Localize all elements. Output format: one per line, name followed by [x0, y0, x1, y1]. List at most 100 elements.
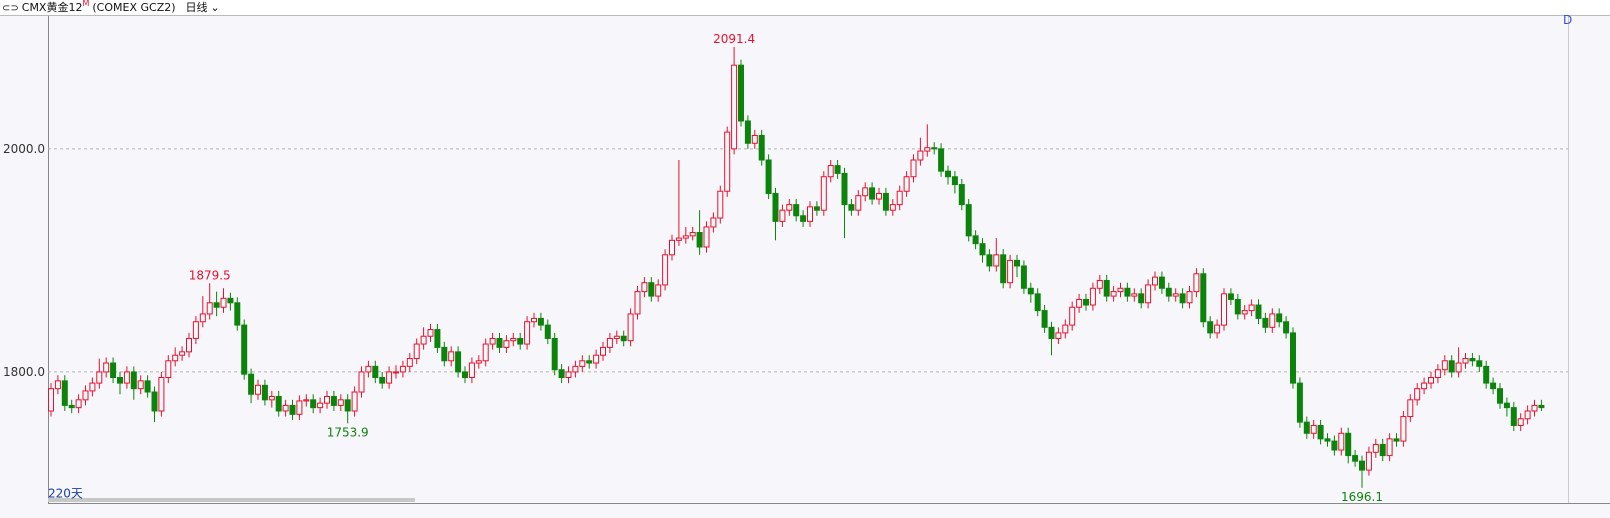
candle-body [1124, 287, 1131, 297]
candle-body [1186, 291, 1193, 304]
candle-body [682, 235, 689, 239]
candle-body [793, 204, 800, 217]
candle-body [420, 335, 427, 345]
period[interactable]: 日线 [185, 1, 208, 14]
candle-body [1076, 298, 1083, 308]
candle-body [1448, 360, 1455, 373]
candle-body [434, 329, 441, 348]
y-tick-label: 1800.0 [3, 365, 45, 379]
candle-body [199, 313, 206, 323]
candle-body [379, 377, 386, 384]
candle-body [958, 184, 965, 206]
candle-body [1248, 304, 1255, 312]
candle-body [89, 382, 96, 392]
candle-body [1083, 298, 1089, 306]
candle-body [1400, 416, 1407, 442]
chevron[interactable]: ⌄ [210, 1, 220, 14]
candle-body [738, 64, 744, 122]
candle-body [1110, 291, 1117, 297]
candle-body [669, 239, 675, 256]
candle-body [1165, 287, 1172, 297]
candle-body [910, 159, 917, 178]
candle-body [1014, 259, 1020, 267]
candle-body [241, 324, 248, 375]
candle-body [1434, 369, 1441, 379]
candle-body [1503, 402, 1510, 409]
code: (COMEX GCZ2) [92, 1, 176, 14]
candle-body [468, 362, 475, 379]
candle-body [896, 190, 903, 206]
candle-body [1062, 324, 1069, 334]
candle-body [841, 172, 848, 206]
span-label: 220天 [48, 487, 83, 501]
candle-body [813, 206, 820, 211]
candle-body [489, 337, 496, 345]
candle-body [869, 187, 876, 200]
candle-body [572, 365, 579, 373]
candle-body [717, 190, 724, 219]
candle-body [103, 362, 110, 373]
candle-body [744, 120, 751, 144]
candle-body [54, 380, 61, 390]
candle-body [855, 195, 862, 211]
candle-body [317, 402, 324, 409]
candle-body [406, 358, 413, 367]
candle-body [1345, 432, 1352, 457]
candle-body [1455, 362, 1462, 373]
candle-body [1317, 424, 1324, 440]
candle-body [1103, 279, 1110, 297]
candle-body [544, 324, 551, 339]
candle-body [1214, 324, 1221, 334]
candle-body [234, 302, 241, 326]
candle-body [1296, 382, 1303, 423]
candle-body [186, 337, 192, 353]
link-icon[interactable]: ⊂⊃ [2, 3, 19, 14]
candle-body [1324, 438, 1331, 442]
candle-body [399, 365, 406, 373]
candle-body [655, 284, 662, 297]
candle-body [296, 400, 303, 415]
candle-body [206, 302, 213, 315]
candle-body [531, 317, 537, 323]
candle-body [800, 215, 807, 222]
candle-body [130, 371, 137, 390]
y-tick-label: 2000.0 [3, 142, 45, 156]
candle-body [979, 243, 986, 256]
candle-body [510, 337, 517, 342]
candle-body [648, 282, 655, 297]
candle-body [1483, 365, 1490, 384]
candle-body [945, 170, 951, 178]
candle-body [1538, 404, 1545, 409]
candle-body [820, 176, 827, 211]
candle-body [662, 254, 669, 286]
candle-body [1490, 382, 1497, 390]
symbol[interactable]: CMX黄金12 [21, 1, 83, 14]
candle-body [1276, 313, 1283, 323]
candle-body [393, 371, 399, 374]
candle-body [834, 165, 841, 174]
candle-body [1517, 418, 1524, 426]
candle-body [1262, 317, 1269, 328]
candle-body [503, 340, 510, 348]
candle-body [517, 337, 524, 345]
candle-body [358, 371, 365, 393]
candle-body [324, 395, 330, 404]
candle-body [710, 217, 717, 228]
scrollbar[interactable] [48, 498, 415, 502]
candle-body [151, 391, 158, 412]
candle-body [751, 134, 758, 144]
candle-body [75, 399, 82, 409]
candle-body [675, 237, 682, 241]
candle-body [344, 399, 351, 412]
candle-body [620, 335, 627, 342]
candle-body [634, 291, 641, 315]
candle-body [496, 337, 503, 348]
candle-body [1469, 358, 1476, 362]
candle-body [179, 351, 186, 356]
candle-body [117, 377, 123, 384]
candle-body [558, 369, 565, 379]
candle-body [731, 64, 738, 150]
candle-body [951, 176, 958, 186]
candle-body [82, 390, 89, 401]
